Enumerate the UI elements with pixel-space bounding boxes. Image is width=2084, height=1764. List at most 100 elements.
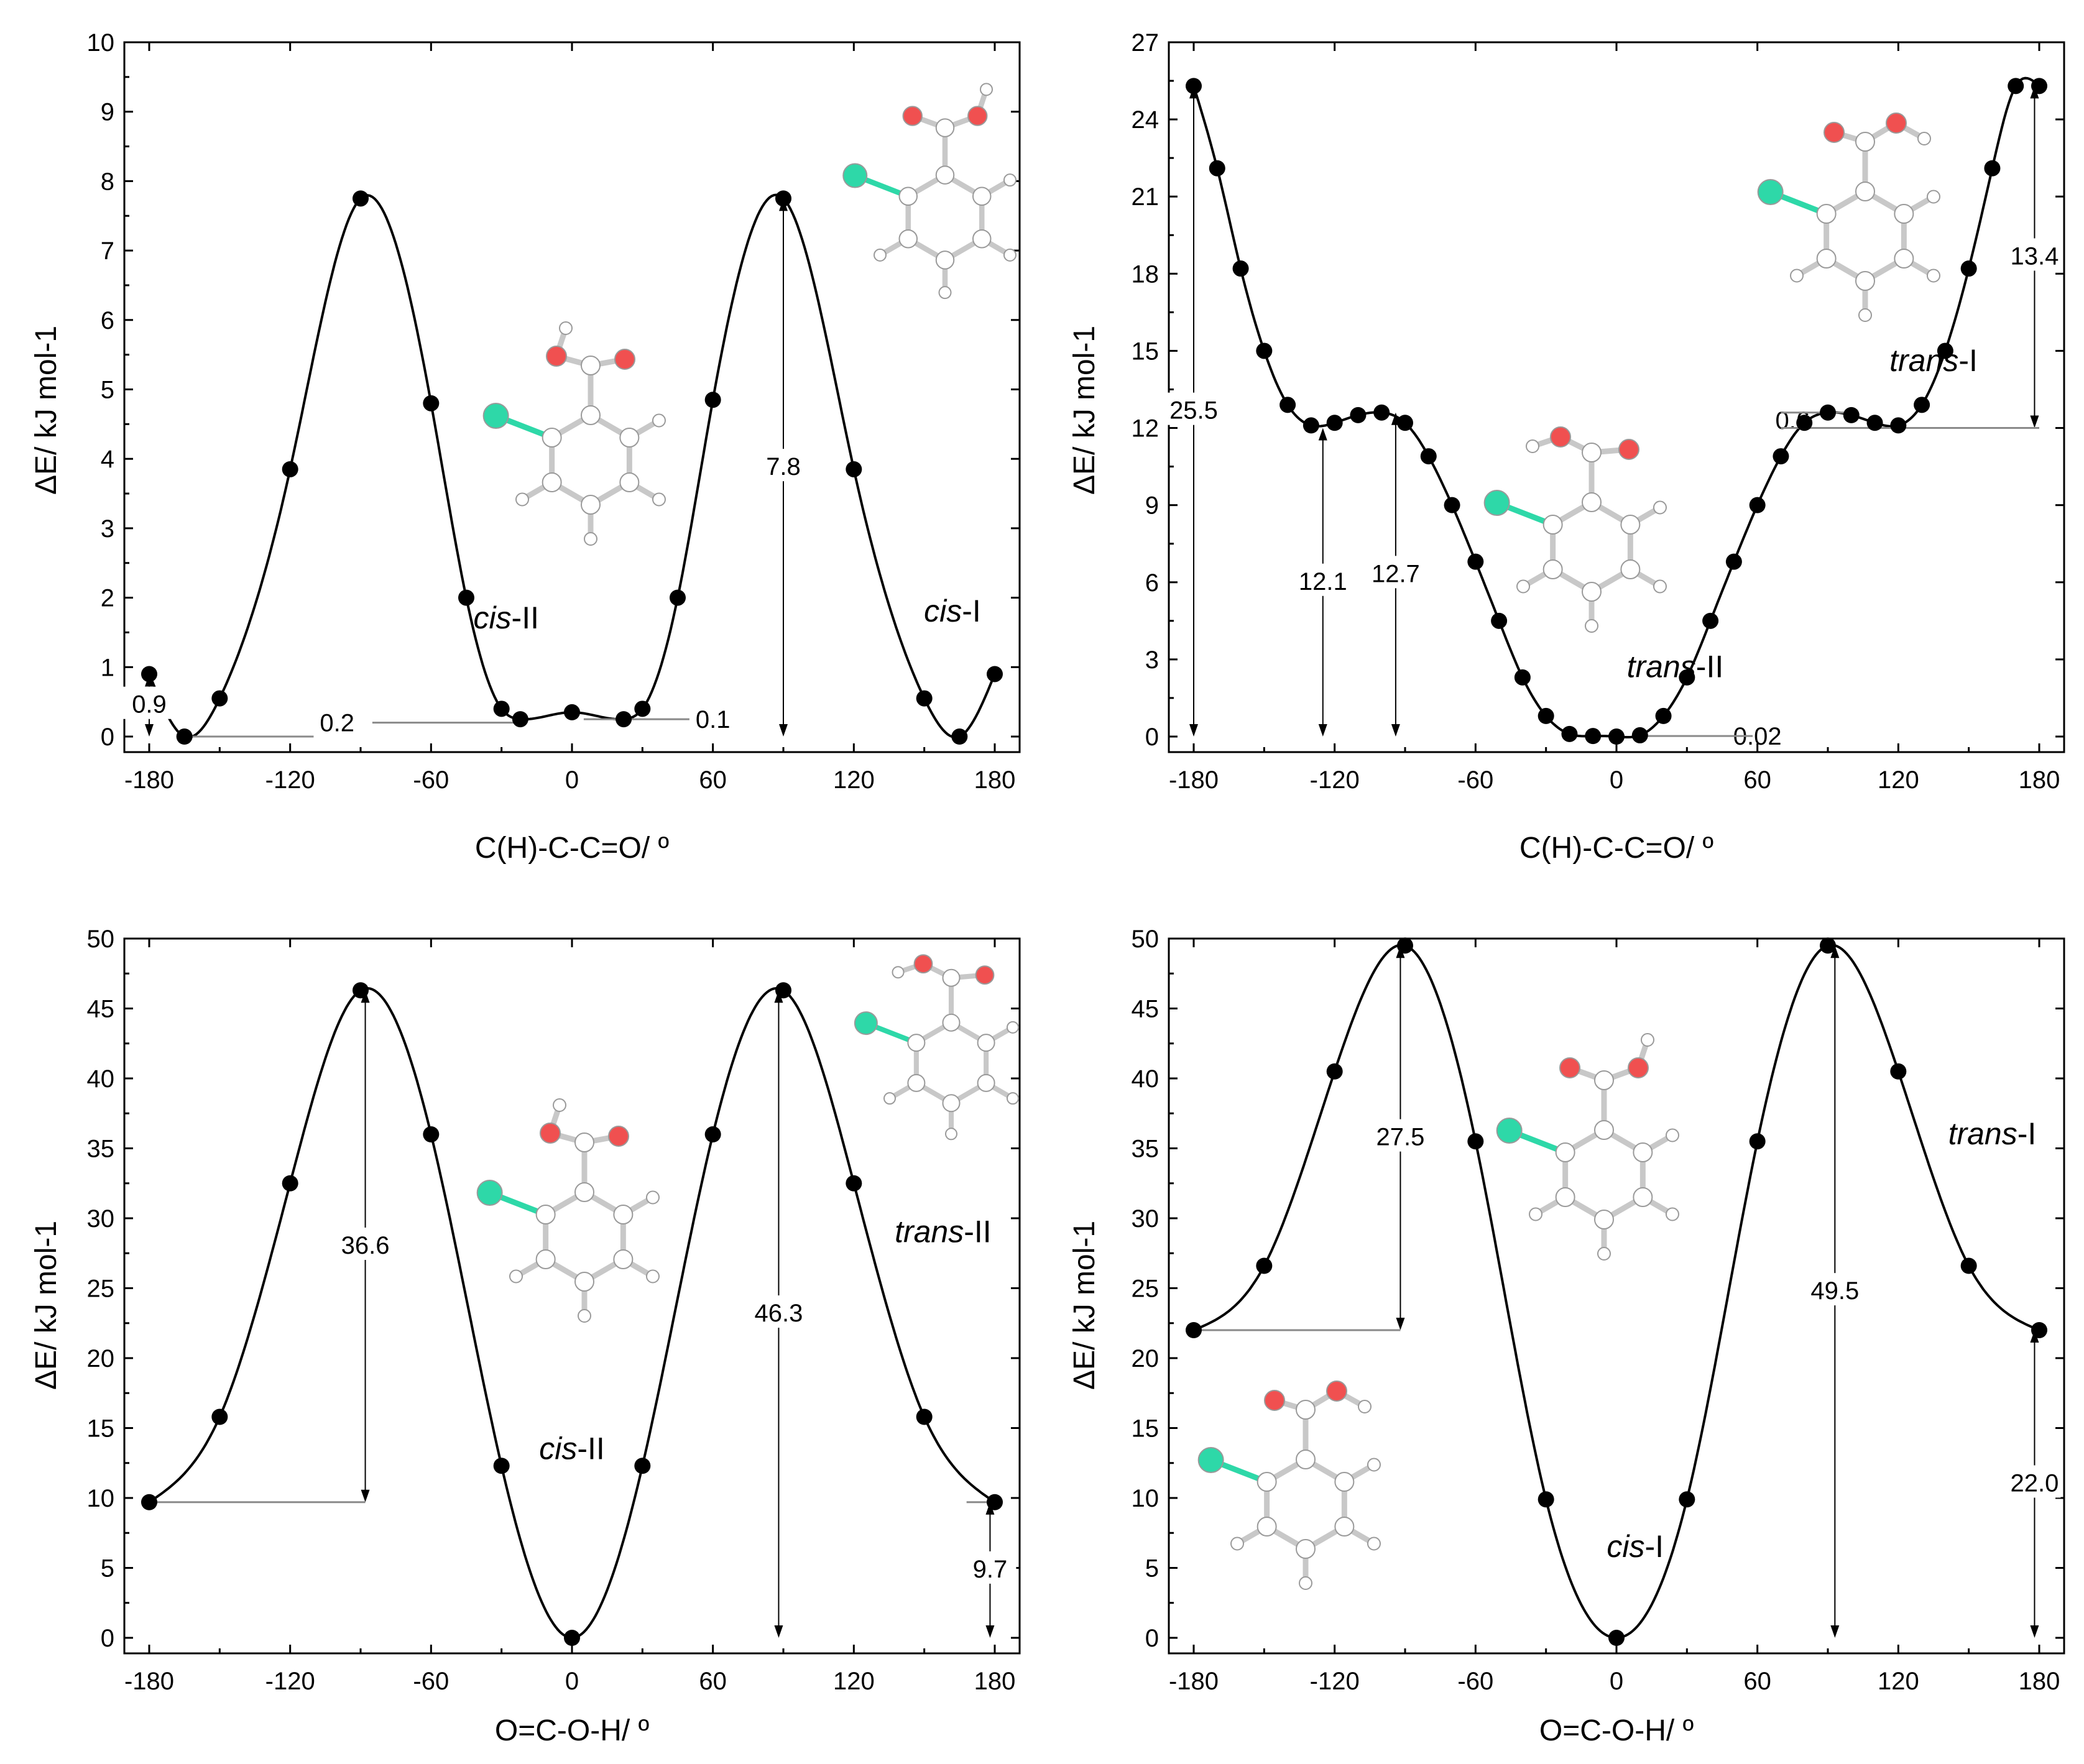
panel-top-right-data-point <box>1960 260 1977 277</box>
panel-bottom-right-annotation-arrowhead <box>1396 1318 1405 1330</box>
panel-bottom-right-molecule-oxygen-atom <box>1326 1380 1347 1402</box>
panel-top-right-data-point <box>1914 397 1930 413</box>
panel-top-left-data-point <box>616 711 632 728</box>
panel-bottom-left-molecule-hydrogen-atom <box>945 1128 957 1141</box>
panel-top-right-x-tick-label: 0 <box>1610 766 1623 794</box>
panel-bottom-right-conformer-label-italic: trans <box>1948 1116 2017 1151</box>
panel-bottom-right-molecule-oxygen-atom <box>1628 1057 1649 1078</box>
panel-top-left-conformer-label: cis-II <box>473 600 539 635</box>
panel-bottom-left-annotation-arrowhead <box>361 1489 370 1502</box>
panel-top-left-x-tick-label: -120 <box>265 766 315 794</box>
panel-top-right-data-point <box>1608 728 1625 745</box>
panel-top-right-data-point <box>1655 707 1672 724</box>
panel-bottom-left-y-tick-label: 0 <box>101 1625 114 1652</box>
panel-bottom-right-data-point <box>1256 1257 1273 1274</box>
panel-top-left-molecule-hydrogen-atom <box>652 492 666 507</box>
panel-bottom-left-annotation-label: 9.7 <box>973 1556 1008 1583</box>
panel-bottom-right-molecule-hydrogen-atom <box>1367 1537 1381 1551</box>
panel-bottom-right-molecule-carbon-atom <box>1633 1142 1653 1162</box>
panel-top-right-series-line <box>1192 76 2040 738</box>
panel-bottom-right-y-tick-label: 5 <box>1145 1555 1159 1583</box>
panel-top-left-annotation-label-bg <box>757 449 809 482</box>
panel-top-right-molecule-hydrogen-atom <box>1653 500 1667 515</box>
panel-top-right-annotation-label: 12.7 <box>1372 560 1420 587</box>
panel-bottom-right-y-tick-label: 30 <box>1132 1205 1160 1233</box>
panel-bottom-right-data-point <box>1960 1257 1977 1274</box>
panel-bottom-right-data-point <box>1608 1630 1625 1646</box>
panel-top-left-y-tick-label: 9 <box>101 99 114 126</box>
panel-top-right-data-point <box>1186 78 1202 94</box>
panel-bottom-left-data-point <box>282 1175 298 1192</box>
panel-top-right-molecule-chlorine-atom <box>1757 179 1784 205</box>
panel-bottom-left-molecule-oxygen-atom <box>608 1126 629 1147</box>
panel-bottom-right-y-tick-label: 25 <box>1132 1275 1160 1303</box>
panel-bottom-right-annotation-label: 22.0 <box>2011 1470 2059 1497</box>
panel-top-right-data-point <box>1326 415 1343 431</box>
panel-bottom-left-data-point <box>211 1408 228 1425</box>
panel-bottom-right-y-tick-label: 40 <box>1132 1065 1160 1093</box>
panel-top-left-conformer-label-suffix: -II <box>512 600 539 635</box>
panel-bottom-left-annotation-label: 46.3 <box>755 1300 803 1327</box>
panel-top-left-y-tick-label: 10 <box>87 29 115 57</box>
panel-bottom-right-chart: O=C-O-H/ º ΔE/ kJ mol-1 -180 -120 -60 0 60 12… <box>1068 926 2065 1747</box>
panel-bottom-right-x-tick-label: 60 <box>1743 1668 1771 1695</box>
panel-bottom-left-chart: O=C-O-H/ º ΔE/ kJ mol-1 -180 -120 -60 0 60 12… <box>30 926 1021 1747</box>
panel-top-right-conformer-label-italic: trans <box>1627 649 1696 684</box>
panel-top-right-conformer-label-suffix: -I <box>1958 343 1978 378</box>
panel-bottom-left-data-point <box>493 1458 510 1474</box>
panel-bottom-right-molecule-carbon-atom <box>1296 1539 1316 1559</box>
panel-bottom-left-molecule-chlorine-atom <box>854 1011 878 1036</box>
panel-top-right-molecule-carbon-atom <box>1855 181 1875 201</box>
panel-top-left-molecule-carbon-atom <box>619 428 640 448</box>
panel-top-left-data-point <box>141 666 157 682</box>
panel-top-left-x-tick-label: 120 <box>833 766 875 794</box>
panel-bottom-right-molecule-hydrogen-atom <box>1665 1128 1679 1142</box>
panel-top-left-data-point <box>775 190 791 207</box>
panel-bottom-left-molecule-oxygen-atom <box>540 1123 561 1144</box>
panel-top-right-data-point <box>1302 417 1319 434</box>
panel-bottom-left-plot-frame <box>123 937 1021 1655</box>
panel-bottom-left-molecule-hydrogen-atom <box>1006 1021 1019 1034</box>
panel-top-right-annotation-label: 13.4 <box>2011 242 2059 270</box>
panel-bottom-right-y-tick-label: 15 <box>1132 1415 1160 1443</box>
panel-top-right-molecule-hydrogen-atom <box>1516 579 1531 594</box>
panel-bottom-right-x-tick-label: 0 <box>1610 1668 1623 1695</box>
panel-top-left-y-tick-label: 4 <box>101 446 114 473</box>
panel-bottom-right-conformer-label-suffix: -I <box>1645 1529 1664 1564</box>
panel-top-left-molecule-chlorine-atom <box>842 163 868 188</box>
panel-top-left-molecule-carbon-atom <box>581 405 601 425</box>
panel-top-left-conformer-label-italic: cis <box>924 594 962 628</box>
panel-top-right-conformer-label-italic: trans <box>1889 343 1958 378</box>
panel-bottom-left-molecule-carbon-atom <box>907 1034 926 1052</box>
panel-bottom-right-molecule-hydrogen-atom <box>1230 1537 1245 1551</box>
panel-top-right-molecule-hydrogen-atom <box>1926 190 1940 204</box>
panel-bottom-right-molecule-carbon-atom <box>1555 1142 1575 1162</box>
panel-bottom-left-conformer-label-suffix: -II <box>577 1431 604 1466</box>
panel-top-right-data-point <box>1843 407 1860 423</box>
panel-top-right-chart: C(H)-C-C=O/ º ΔE/ kJ mol-1 -180 -120 -60 0 6… <box>1068 29 2065 865</box>
panel-bottom-left-y-axis-title: ΔE/ kJ mol-1 <box>30 1221 63 1390</box>
panel-top-right-data-point <box>1232 260 1249 277</box>
panel-bottom-right-molecule-carbon-atom <box>1256 1517 1277 1537</box>
panel-top-right-molecule-hydrogen-atom <box>1653 579 1667 594</box>
panel-bottom-left-data-point <box>423 1126 440 1142</box>
panel-top-left-data-point <box>493 701 510 717</box>
panel-bottom-left-molecule-hydrogen-atom <box>578 1309 591 1323</box>
panel-bottom-left-data-point <box>704 1126 721 1142</box>
panel-top-left-y-tick-label: 5 <box>101 377 114 404</box>
panel-bottom-left-molecule-oxygen-atom <box>913 954 933 974</box>
panel-top-right-annotation-label: 25.5 <box>1169 397 1218 425</box>
panel-bottom-right-molecule-hydrogen-atom <box>1597 1247 1611 1261</box>
panel-top-left-molecule-carbon-atom <box>935 118 955 137</box>
panel-top-left-x-tick-label: 180 <box>974 766 1016 794</box>
panel-top-right-data-point <box>1749 497 1766 513</box>
panel-bottom-right-molecule-hydrogen-atom <box>1665 1207 1679 1221</box>
panel-top-left-y-axis-title: ΔE/ kJ mol-1 <box>30 326 63 495</box>
panel-bottom-right-molecule-carbon-atom <box>1334 1472 1355 1492</box>
panel-bottom-right-data-point <box>1397 937 1413 954</box>
panel-bottom-left-molecule-hydrogen-atom <box>892 966 905 979</box>
panel-bottom-right-molecule-hydrogen-atom <box>1641 1033 1654 1047</box>
panel-bottom-left-annotation-label-bg <box>964 1551 1017 1584</box>
panel-bottom-right-molecule-oxygen-atom <box>1264 1390 1285 1411</box>
